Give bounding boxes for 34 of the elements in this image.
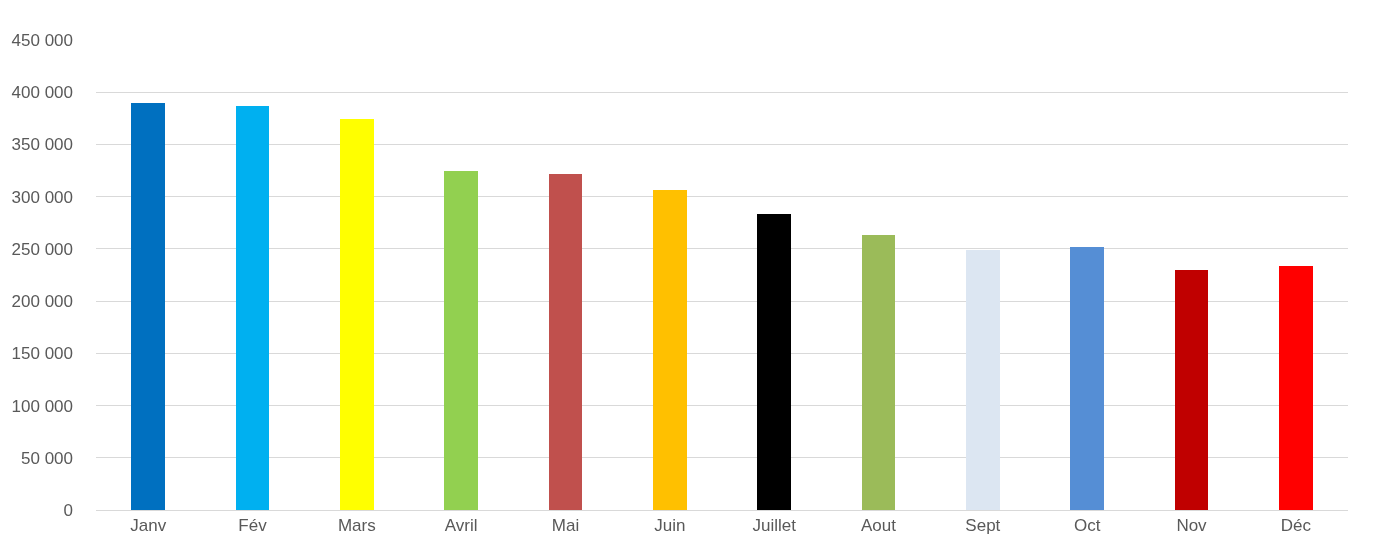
x-tick-label: Mai [551,516,580,536]
y-tick-label: 150 000 [11,344,73,364]
x-tick-label: Mars [337,516,376,536]
bar [444,171,478,510]
x-tick-label: Sept [965,516,1001,536]
y-tick-label: 350 000 [11,135,73,155]
bar [131,103,165,510]
x-tick-label: Juillet [752,516,797,536]
y-tick-label: 0 [63,500,73,520]
x-tick-label: Nov [1176,516,1208,536]
y-tick-label: 50 000 [21,448,73,468]
x-tick-label: Janv [130,516,167,536]
y-tick-label: 250 000 [11,239,73,259]
x-tick-label: Déc [1280,516,1312,536]
y-tick-label: 200 000 [11,292,73,312]
y-tick-label: 450 000 [11,30,73,50]
bar [1175,270,1208,510]
bar [1070,247,1104,510]
y-tick-label: 400 000 [11,83,73,103]
x-tick-label: Juin [654,516,686,536]
bar [549,174,582,510]
bar [966,250,1000,510]
bar [862,235,895,510]
bar [236,106,269,510]
bar [340,119,374,510]
bar [1279,266,1313,510]
x-tick-label: Aout [861,516,897,536]
x-tick-label: Oct [1073,516,1101,536]
y-tick-label: 100 000 [11,396,73,416]
bar [653,190,687,510]
x-tick-label: Avril [444,516,478,536]
x-tick-label: Fév [238,516,268,536]
y-tick-label: 300 000 [11,187,73,207]
bar [757,214,791,510]
